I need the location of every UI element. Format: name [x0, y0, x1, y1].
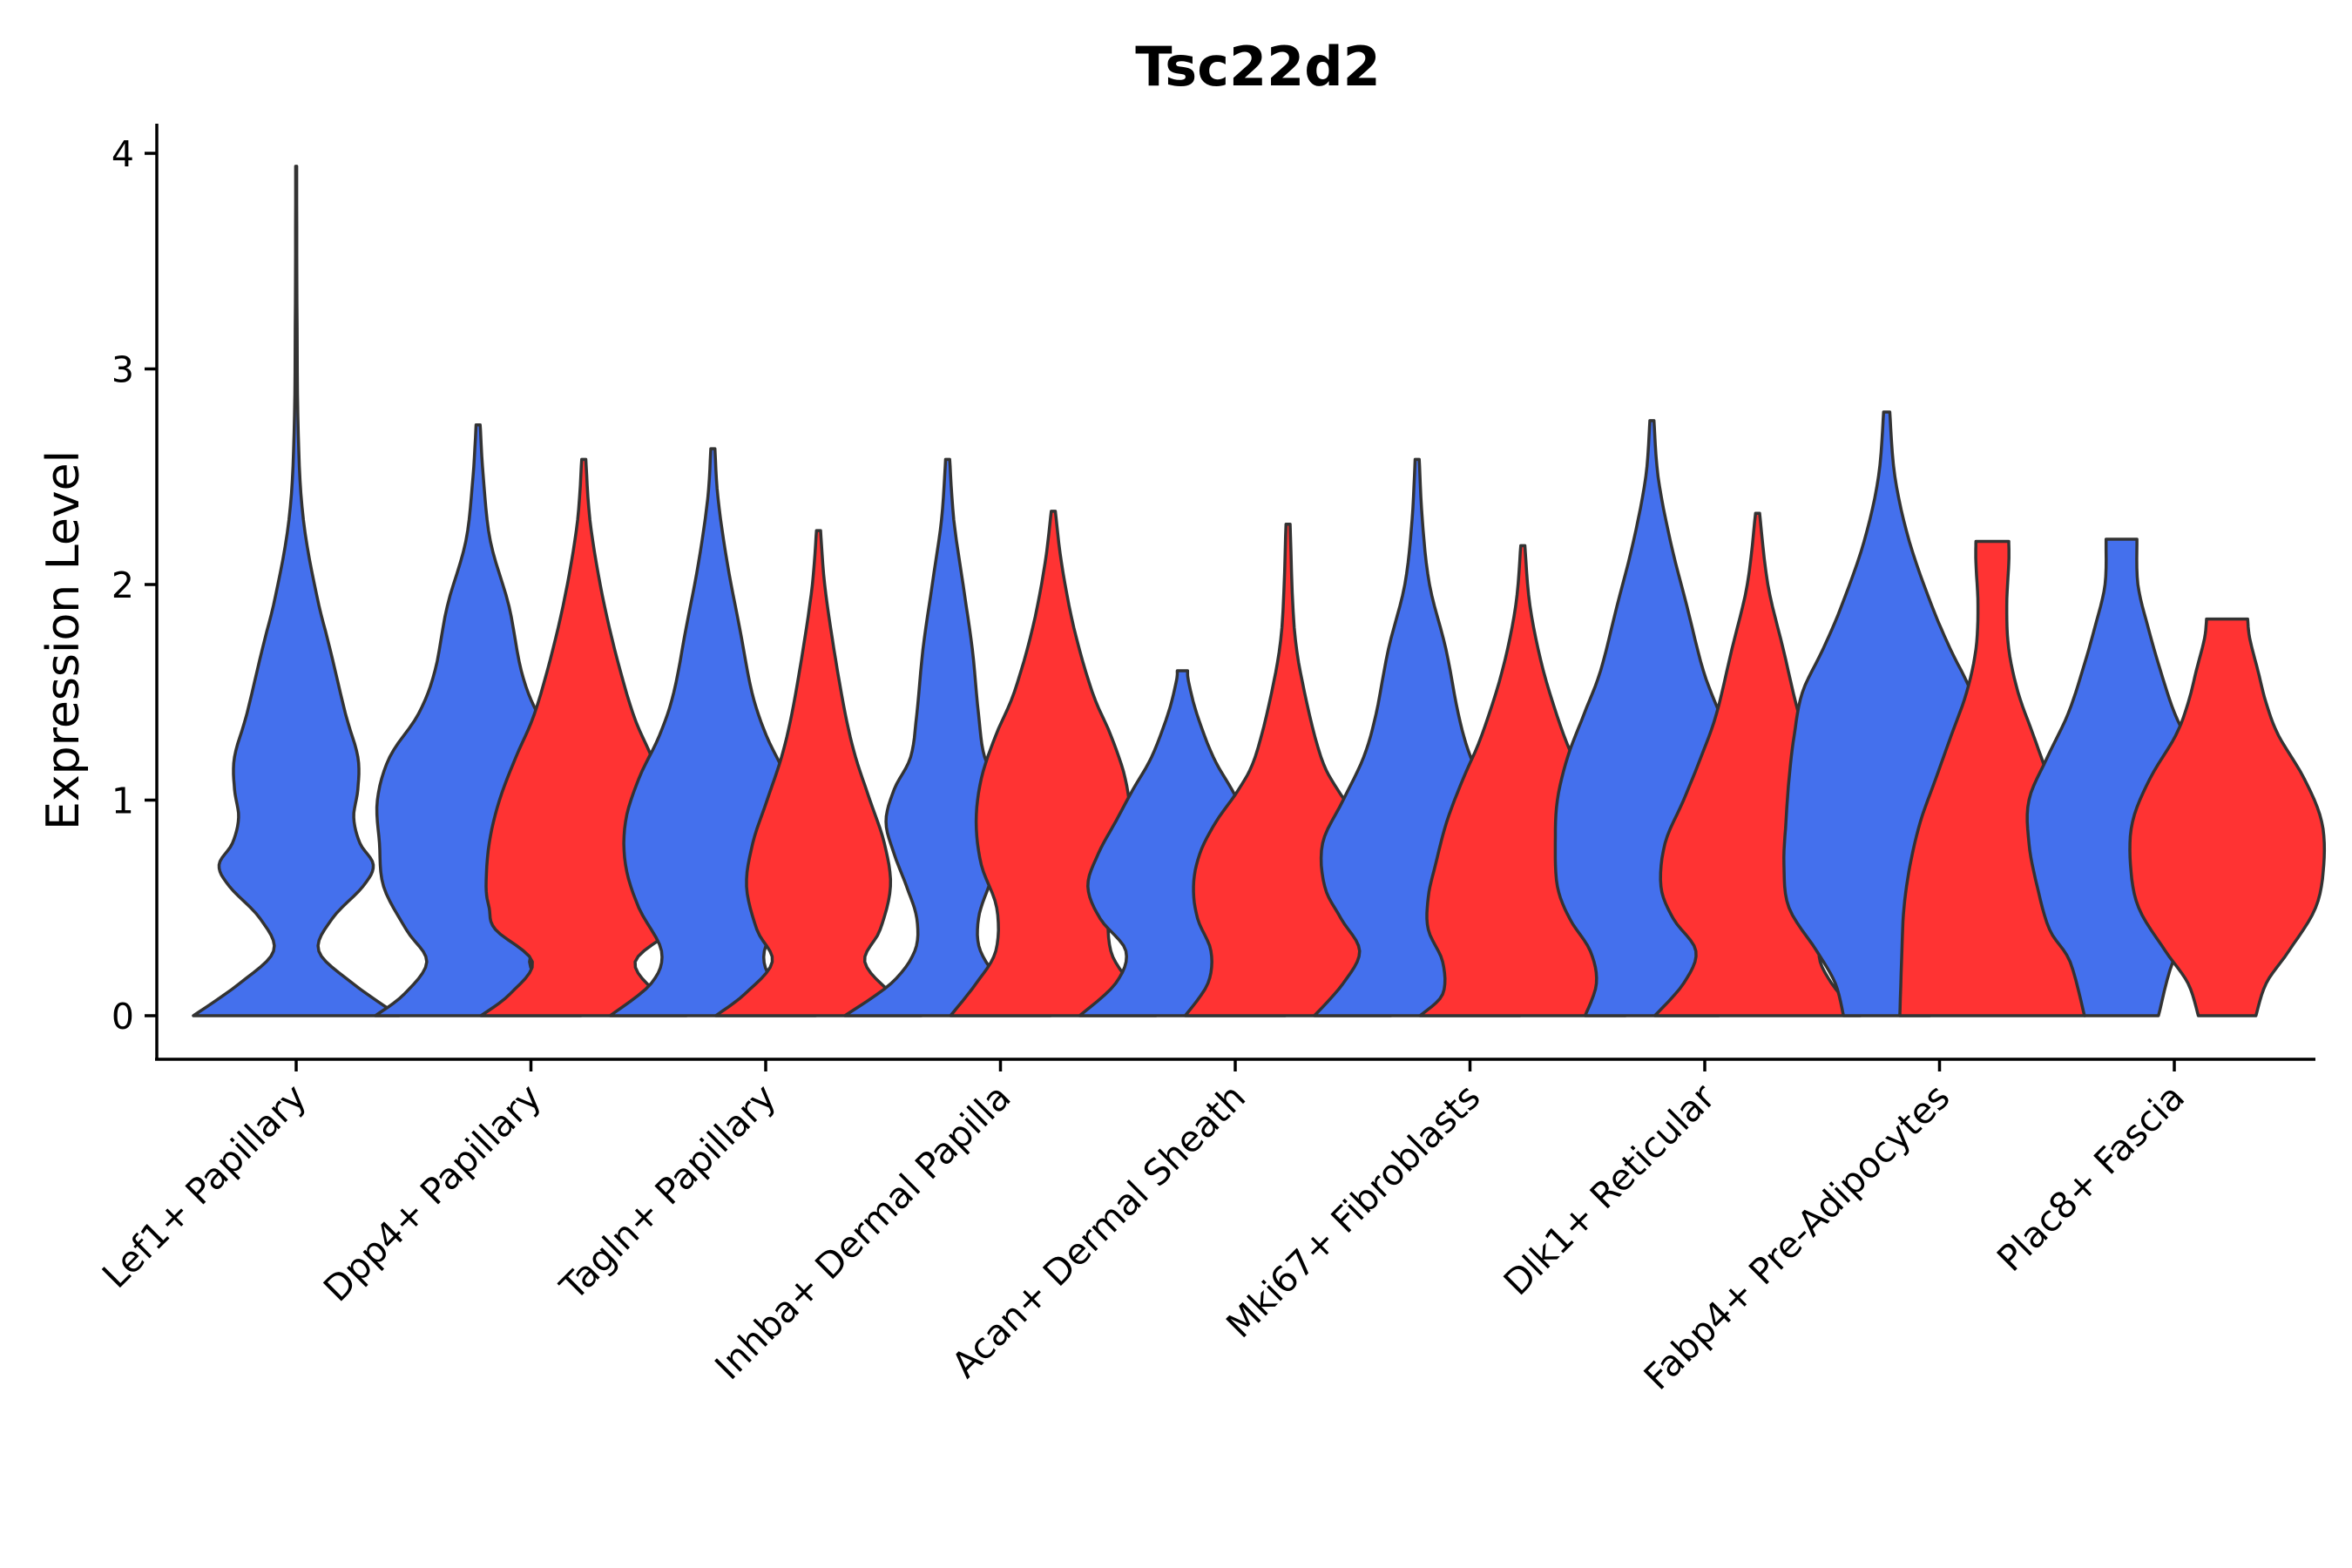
violin-blue-0 — [192, 165, 401, 1017]
x-tick-label: Mki67+ Fibroblasts — [1219, 1076, 1489, 1346]
chart-title: Tsc22d2 — [1135, 35, 1381, 98]
y-tick-label: 3 — [112, 349, 134, 391]
violins-group — [192, 165, 2327, 1017]
violin-red-2 — [713, 529, 923, 1017]
y-axis-ticks: 0 1 2 3 4 — [112, 133, 157, 1037]
violin-red-8 — [2128, 617, 2327, 1017]
x-tick-label: Dlk1+ Reticular — [1496, 1076, 1723, 1303]
y-axis-label: Expression Level — [37, 450, 90, 830]
y-tick-label: 0 — [112, 996, 134, 1037]
x-tick-label: Tagln+ Papillary — [551, 1076, 784, 1308]
x-tick-label: Plac8+ Fascia — [1989, 1076, 2193, 1280]
x-tick-label: Lef1+ Papillary — [94, 1076, 314, 1296]
y-tick-label: 2 — [112, 564, 134, 606]
y-tick-label: 4 — [112, 133, 134, 175]
y-tick-label: 1 — [112, 781, 134, 822]
x-axis-ticks: Lef1+ Papillary Dpp4+ Papillary Tagln+ Pap… — [94, 1059, 2193, 1398]
x-tick-label: Dpp4+ Papillary — [315, 1076, 549, 1309]
